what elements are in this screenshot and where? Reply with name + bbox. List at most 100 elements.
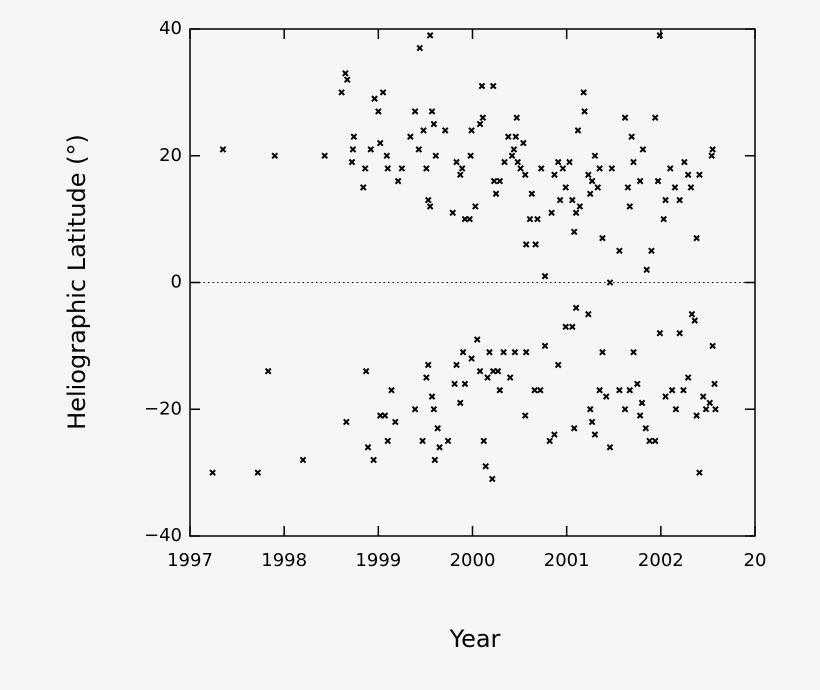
point xyxy=(468,127,475,134)
point xyxy=(521,171,529,179)
point xyxy=(562,323,570,331)
point xyxy=(599,348,606,356)
y-tick-label: 0 xyxy=(171,272,182,293)
point xyxy=(364,443,372,451)
point xyxy=(606,279,614,286)
point xyxy=(636,177,644,185)
point xyxy=(444,437,452,445)
point xyxy=(711,380,718,388)
point xyxy=(531,386,538,394)
point xyxy=(639,146,647,153)
point xyxy=(580,89,587,96)
point xyxy=(643,266,651,274)
point xyxy=(651,114,659,122)
x-tick-label: 2001 xyxy=(544,550,590,571)
point xyxy=(608,165,616,172)
point xyxy=(488,475,496,483)
point xyxy=(574,127,582,134)
point xyxy=(430,120,438,128)
point xyxy=(343,76,351,84)
point xyxy=(473,336,481,343)
point xyxy=(554,158,562,166)
point xyxy=(672,405,680,413)
point xyxy=(708,152,715,160)
point xyxy=(461,380,469,388)
point xyxy=(514,158,522,166)
point xyxy=(534,215,541,223)
point xyxy=(420,127,427,134)
point xyxy=(254,469,262,476)
point xyxy=(521,412,529,419)
point xyxy=(621,114,629,122)
point xyxy=(415,146,423,153)
point xyxy=(426,32,434,39)
point xyxy=(484,374,491,381)
point xyxy=(651,437,659,445)
point xyxy=(496,386,504,394)
point xyxy=(459,348,467,356)
point xyxy=(572,304,580,312)
point xyxy=(681,158,688,166)
point xyxy=(599,234,606,242)
point xyxy=(633,380,641,388)
y-tick-label: 40 xyxy=(159,18,182,39)
point xyxy=(687,184,695,191)
point xyxy=(588,177,596,185)
point xyxy=(693,234,700,242)
point xyxy=(428,393,436,400)
point xyxy=(375,108,382,115)
point xyxy=(517,165,524,172)
point xyxy=(492,190,500,198)
point xyxy=(350,133,358,141)
point xyxy=(480,437,488,445)
point xyxy=(209,469,216,476)
point xyxy=(379,89,387,96)
point xyxy=(532,241,539,248)
point xyxy=(709,146,716,153)
point xyxy=(219,146,227,153)
point xyxy=(660,215,667,223)
point xyxy=(361,165,369,172)
point xyxy=(476,120,484,128)
point xyxy=(662,393,669,400)
point xyxy=(431,456,439,464)
point xyxy=(586,405,594,413)
point xyxy=(570,228,578,236)
point xyxy=(696,171,703,179)
x-tick-label: 1997 xyxy=(167,550,213,571)
point xyxy=(349,146,357,153)
point xyxy=(424,361,432,369)
y-tick-label: −20 xyxy=(144,398,182,419)
point xyxy=(456,399,464,407)
point xyxy=(556,196,564,204)
point xyxy=(624,184,632,191)
point xyxy=(688,310,696,318)
point xyxy=(430,405,438,413)
point xyxy=(449,209,457,217)
point xyxy=(423,374,430,381)
x-tick-label: 2002 xyxy=(638,550,684,571)
point xyxy=(451,380,458,388)
point xyxy=(342,70,349,77)
point xyxy=(359,184,367,191)
point xyxy=(506,374,514,381)
point xyxy=(693,412,700,419)
point xyxy=(551,171,558,179)
point xyxy=(591,431,599,438)
point xyxy=(398,165,406,172)
point xyxy=(676,329,683,337)
point xyxy=(559,165,567,172)
point xyxy=(569,323,576,331)
point xyxy=(500,348,507,356)
point xyxy=(712,405,719,413)
point xyxy=(371,95,378,103)
point xyxy=(494,367,502,375)
point xyxy=(426,203,434,210)
point xyxy=(662,196,669,204)
point xyxy=(522,348,530,356)
point xyxy=(490,177,498,185)
x-axis-label: Year xyxy=(449,625,501,653)
point xyxy=(453,158,460,166)
point xyxy=(522,241,530,248)
